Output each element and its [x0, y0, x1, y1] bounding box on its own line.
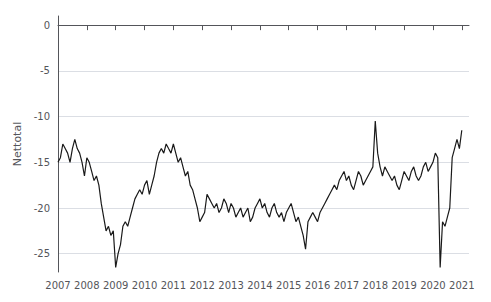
svg-text:-5: -5: [40, 65, 50, 76]
svg-text:-15: -15: [34, 157, 50, 168]
svg-text:2009: 2009: [103, 280, 128, 291]
svg-text:2011: 2011: [161, 280, 186, 291]
svg-text:2018: 2018: [363, 280, 388, 291]
svg-text:-10: -10: [34, 111, 50, 122]
svg-text:-20: -20: [34, 203, 50, 214]
svg-text:2007: 2007: [45, 280, 70, 291]
svg-text:2016: 2016: [305, 280, 330, 291]
svg-text:2014: 2014: [247, 280, 272, 291]
svg-text:0: 0: [44, 20, 50, 31]
svg-text:2015: 2015: [276, 280, 301, 291]
svg-text:2020: 2020: [420, 280, 445, 291]
svg-text:2012: 2012: [189, 280, 214, 291]
svg-text:2010: 2010: [132, 280, 157, 291]
svg-text:2008: 2008: [74, 280, 99, 291]
svg-text:2017: 2017: [334, 280, 359, 291]
svg-text:2019: 2019: [391, 280, 416, 291]
svg-text:-25: -25: [34, 248, 50, 259]
svg-text:2013: 2013: [218, 280, 243, 291]
svg-text:2021: 2021: [449, 280, 474, 291]
svg-text:Nettotal: Nettotal: [11, 122, 24, 166]
